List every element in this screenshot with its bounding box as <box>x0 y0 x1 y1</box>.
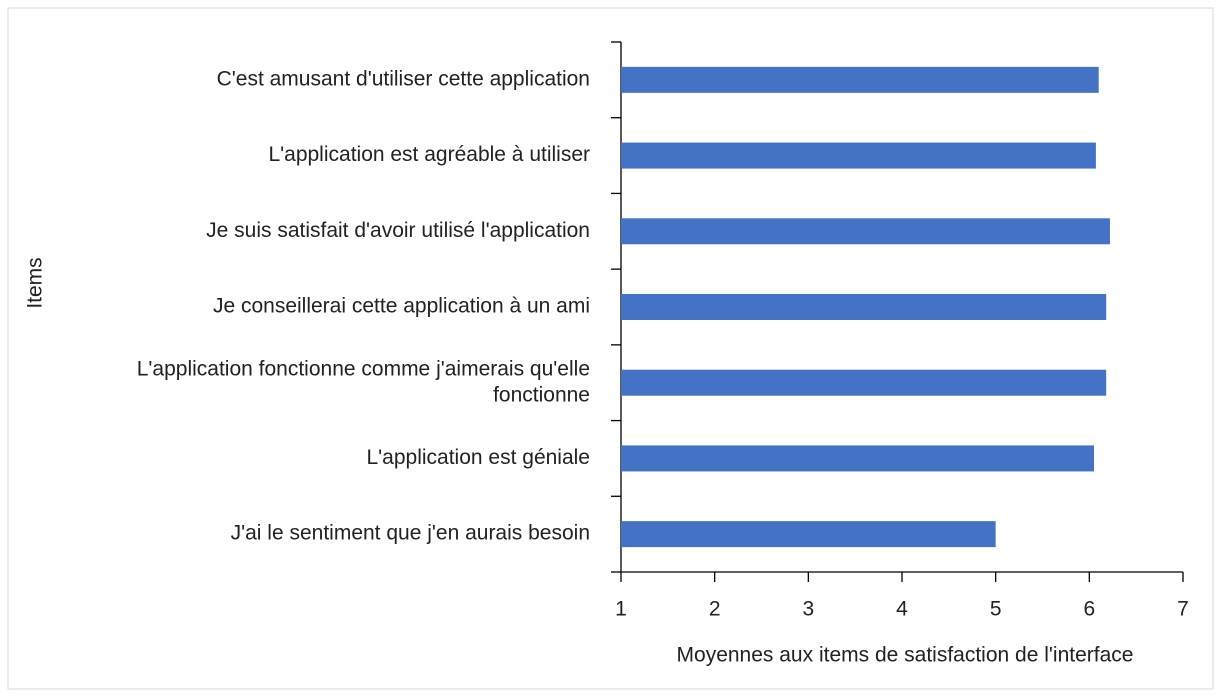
x-tick-label: 3 <box>802 598 814 621</box>
y-tick-label: L'application est géniale <box>366 446 590 469</box>
bar <box>621 66 1099 93</box>
y-tick-label: Je suis satisfait d'avoir utilisé l'appl… <box>206 219 590 242</box>
x-tick-label: 2 <box>709 598 721 621</box>
bar <box>621 521 996 548</box>
x-tick-label: 5 <box>990 598 1002 621</box>
y-axis-title: Items <box>24 257 47 308</box>
x-tick-label: 4 <box>896 598 908 621</box>
x-tick-label: 1 <box>615 598 627 621</box>
bar <box>621 369 1107 396</box>
label-line: fonctionne <box>493 383 590 406</box>
bar <box>621 445 1095 472</box>
label-line: L'application fonctionne comme j'aimerai… <box>137 357 590 380</box>
y-tick-label: J'ai le sentiment que j'en aurais besoin <box>231 522 590 545</box>
y-tick-label: L'application fonctionne comme j'aimerai… <box>137 357 590 406</box>
x-axis-title: Moyennes aux items de satisfaction de l'… <box>677 644 1134 667</box>
chart-border <box>7 7 1214 690</box>
y-tick-label: L'application est agréable à utiliser <box>268 143 590 166</box>
y-tick-label: C'est amusant d'utiliser cette applicati… <box>217 67 590 90</box>
y-tick-label: Je conseillerai cette application à un a… <box>213 295 590 318</box>
bar <box>621 294 1107 320</box>
x-tick-label: 7 <box>1177 598 1189 621</box>
bar <box>621 142 1096 169</box>
x-tick-label: 6 <box>1083 598 1095 621</box>
bar <box>621 218 1110 245</box>
